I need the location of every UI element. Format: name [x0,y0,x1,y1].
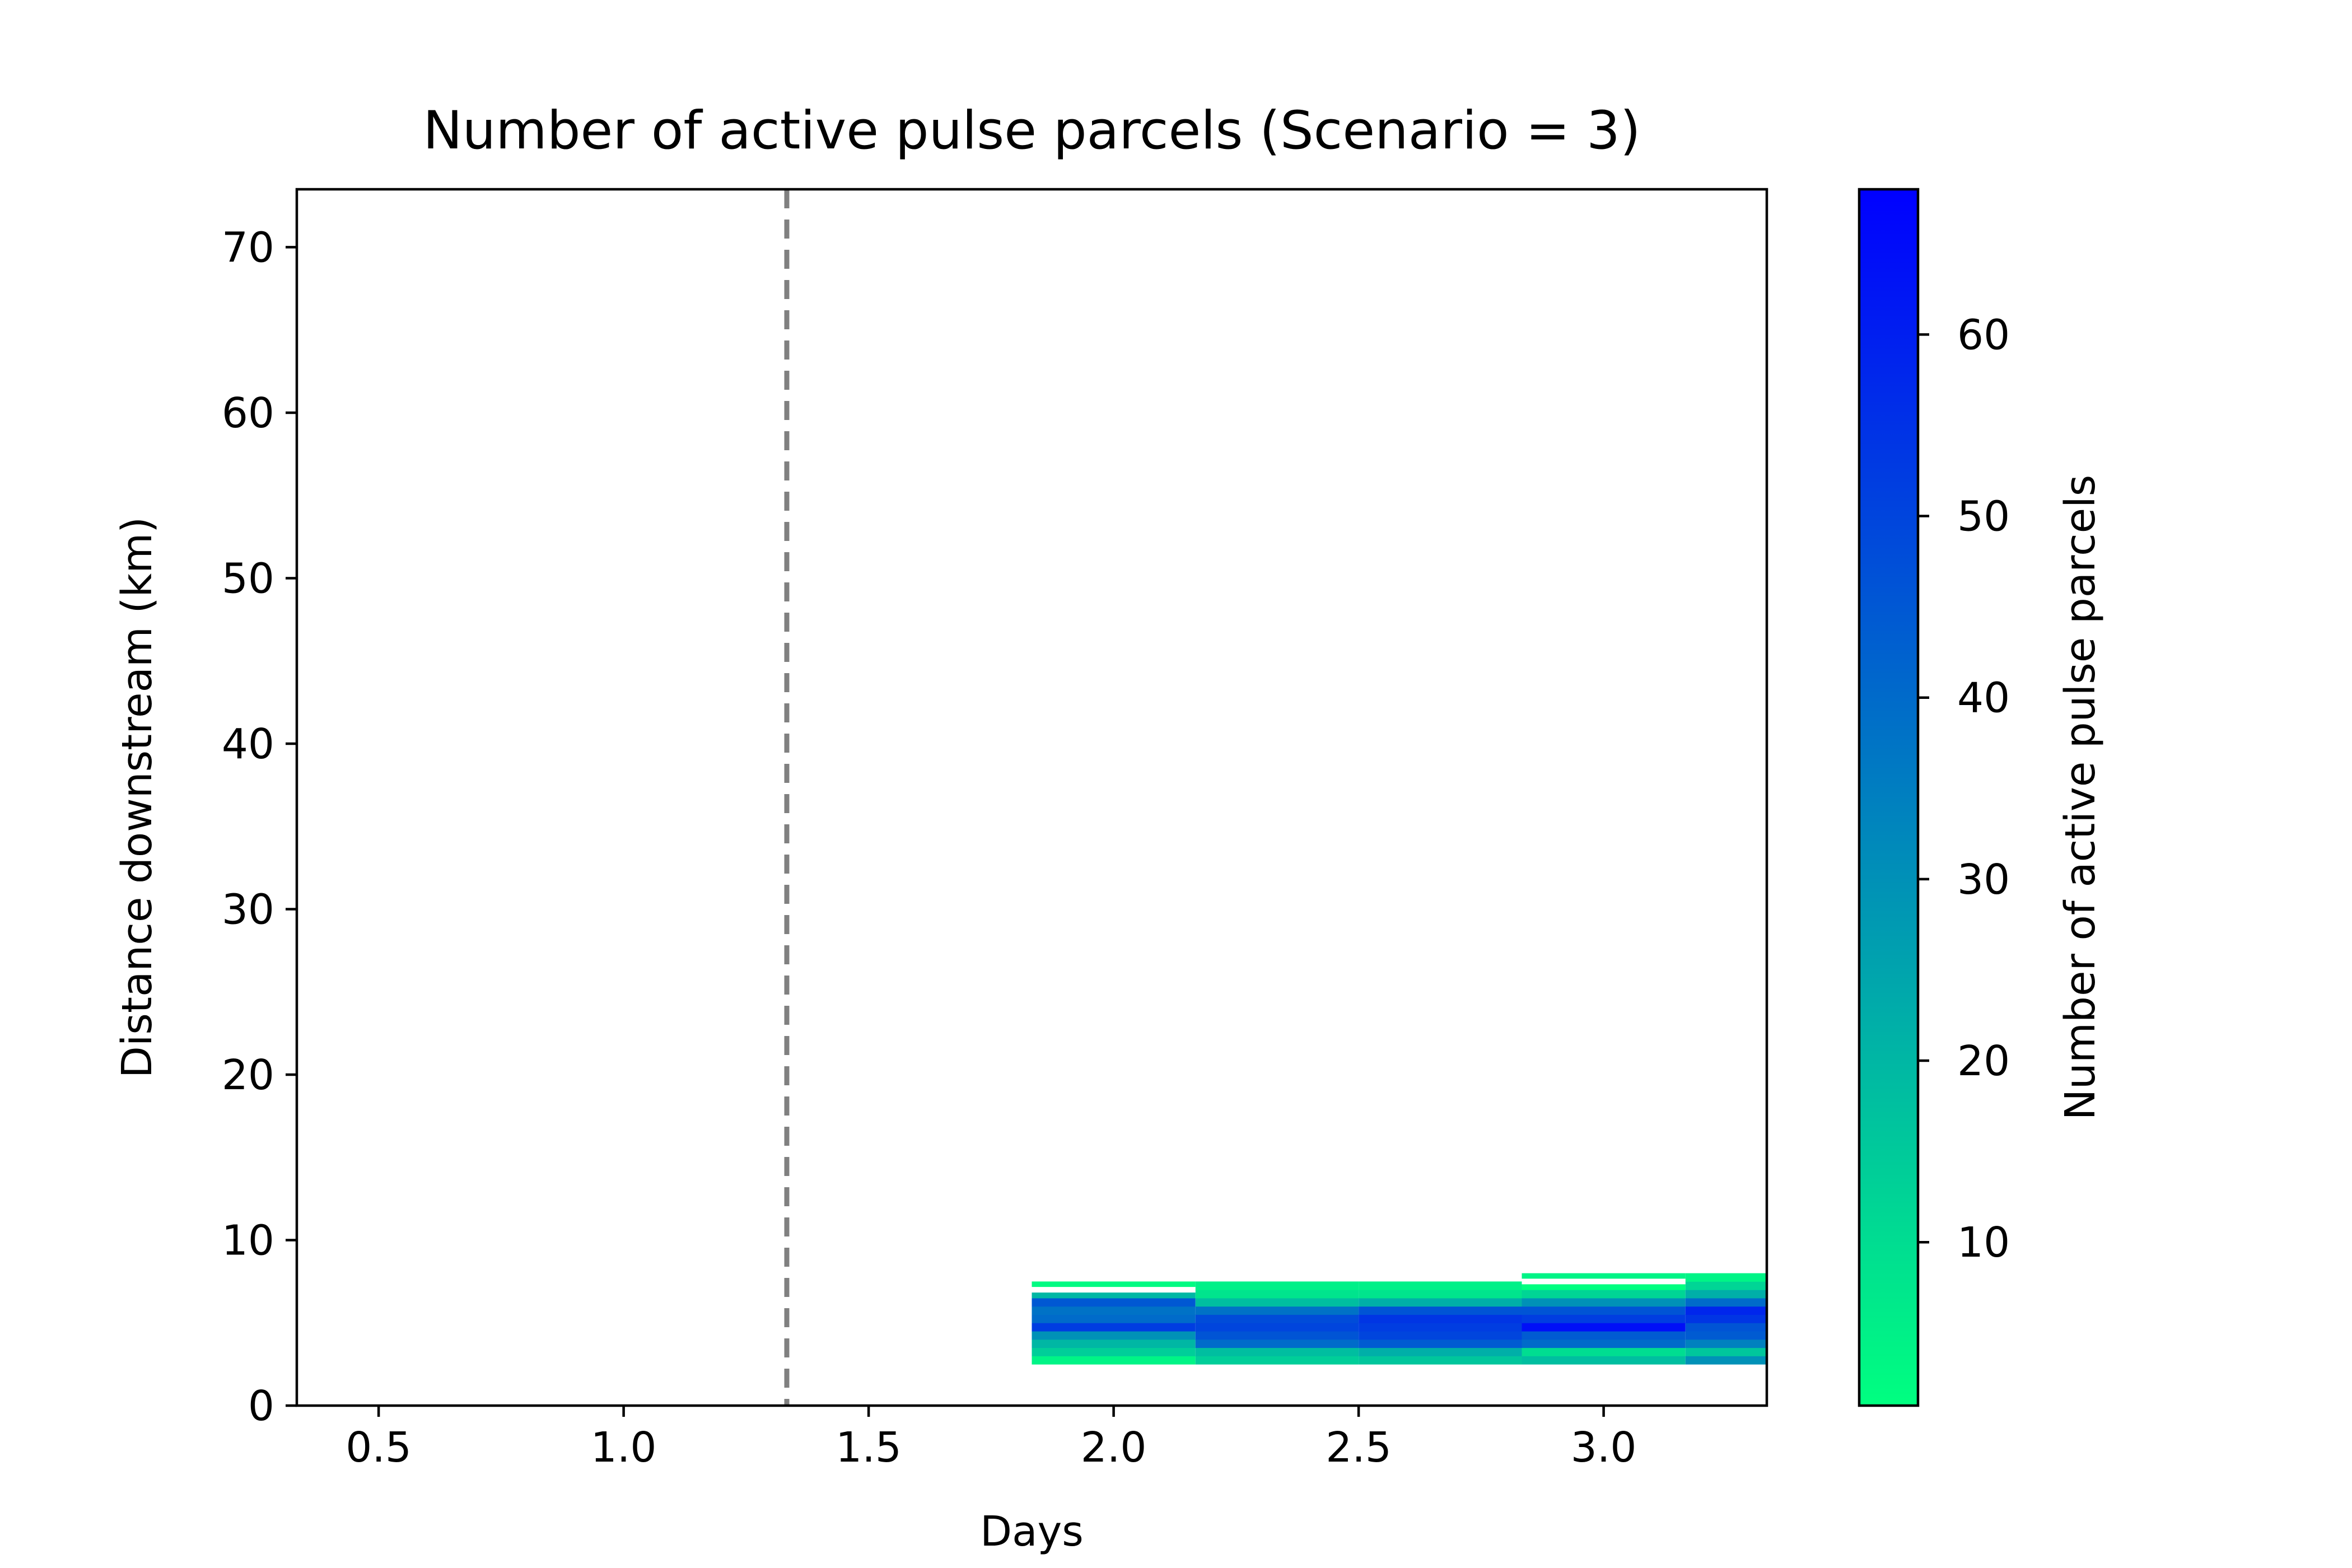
y-tick-label: 0 [248,1382,274,1430]
heatmap-cell [1359,1298,1522,1307]
heatmap-cell [1032,1347,1196,1356]
colorbar [1858,188,1920,1407]
heatmap-cell [1195,1339,1359,1348]
heatmap-cell [1359,1347,1522,1356]
y-tick-label: 40 [222,720,274,768]
colorbar-axis: 10 20 30 40 50 60 [1918,311,2010,1267]
heatmap-cell [1359,1339,1522,1348]
x-tick-label: 3.0 [1571,1424,1637,1472]
colorbar-tick-label: 40 [1957,674,2010,722]
heatmap-cell [1359,1290,1522,1299]
heatmap-cell [1359,1323,1522,1332]
heatmap-cell [1195,1314,1359,1323]
plot-area-frame [295,188,1768,1407]
y-tick-label: 60 [222,389,274,437]
chart-title: Number of active pulse parcels (Scenario… [423,100,1640,161]
heatmap-cell [1359,1314,1522,1323]
y-tick-label: 70 [222,223,274,272]
x-axis: 0.5 1.0 1.5 2.0 2.5 3.0 [346,1406,1636,1472]
heatmap-cell [1685,1281,1767,1290]
heatmap-cell [1685,1273,1767,1282]
colorbar-tick-label: 50 [1957,493,2010,541]
y-tick-label: 20 [222,1051,274,1099]
heatmap-cell [1685,1306,1767,1315]
heatmap-cell [1685,1298,1767,1307]
heatmap-cell [1195,1356,1359,1365]
heatmap-cell [1522,1339,1686,1348]
heatmap-cell [1359,1306,1522,1315]
y-axis-label: Distance downstream (km) [113,517,161,1078]
heatmap-cell [1195,1323,1359,1332]
heatmap-cell [1195,1306,1359,1315]
heatmap-cell [1359,1281,1522,1290]
heatmap-cell [1522,1356,1686,1365]
heatmap-cell [1195,1331,1359,1340]
x-tick-label: 1.0 [591,1424,657,1472]
heatmap-cell [1032,1339,1196,1348]
heatmap-cell [1522,1290,1686,1299]
heatmap-cell [1522,1306,1686,1315]
x-tick-label: 1.5 [836,1424,902,1472]
heatmap-cell [1195,1298,1359,1307]
heatmap-cell [1685,1314,1767,1323]
heatmap-cell [1195,1347,1359,1356]
heatmap-cell [1685,1356,1767,1365]
colorbar-tick-label: 10 [1957,1219,2010,1267]
heatmap-cell [1195,1281,1359,1290]
heatmap-cell [1032,1356,1196,1365]
heatmap-cell [1359,1356,1522,1365]
heatmap-cell [1195,1290,1359,1299]
heatmap-cell [1685,1339,1767,1348]
y-tick-label: 10 [222,1216,274,1264]
y-tick-label: 50 [222,554,274,603]
x-tick-label: 0.5 [346,1424,412,1472]
x-tick-label: 2.5 [1326,1424,1392,1472]
heatmap-cell [1032,1306,1196,1315]
x-tick-label: 2.0 [1081,1424,1147,1472]
colorbar-tick-label: 30 [1957,856,2010,904]
colorbar-tick-label: 60 [1957,311,2010,359]
colorbar-tick-label: 20 [1957,1037,2010,1085]
heatmap-cell [1522,1314,1686,1323]
heatmap-cell [1032,1331,1196,1340]
heatmap-cell [1032,1314,1196,1323]
y-tick-label: 30 [222,885,274,934]
heatmap-cell [1522,1298,1686,1307]
x-axis-label: Days [980,1508,1084,1556]
heatmap-cell [1685,1290,1767,1299]
heatmap-cell [1685,1331,1767,1340]
colorbar-label: Number of active pulse parcels [2056,475,2104,1121]
heatmap-cell [1685,1347,1767,1356]
y-axis: 0 10 20 30 40 50 60 70 [222,223,297,1430]
heatmap-cell [1032,1298,1196,1307]
heatmap-cell [1522,1331,1686,1340]
heatmap-cell [1522,1347,1686,1356]
heatmap-cell [1359,1331,1522,1340]
heatmap-cell [1522,1323,1686,1332]
heatmap-cells [1032,1273,1767,1365]
heatmap-cell [1685,1323,1767,1332]
heatmap-cell [1032,1323,1196,1332]
